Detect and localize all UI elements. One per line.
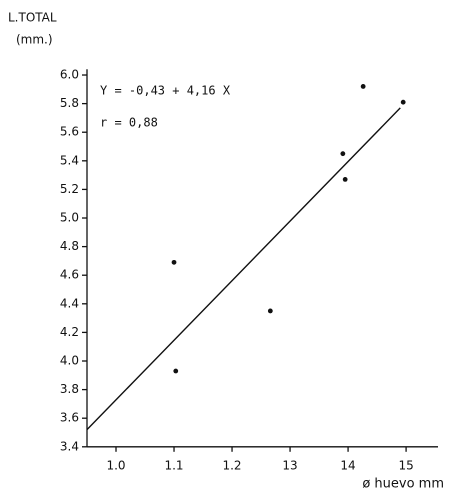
y-axis-label: L.TOTAL: [8, 11, 57, 25]
y-tick-label: 5.8: [60, 96, 79, 110]
y-tick-label: 3.6: [60, 411, 79, 425]
equation: Y = -0,43 + 4,16 X: [100, 84, 231, 98]
x-tick-label: 1.2: [222, 458, 241, 472]
regression-line: [86, 107, 401, 431]
y-tick-label: 4.2: [60, 325, 79, 339]
y-tick-label: 5.0: [60, 211, 79, 225]
y-tick-label: 4.8: [60, 239, 79, 253]
y-tick-label: 3.4: [60, 439, 79, 453]
x-tick-label: 1.0: [106, 458, 125, 472]
y-tick-label: 5.4: [60, 153, 79, 167]
correlation: r = 0,88: [100, 116, 158, 130]
data-point: [342, 177, 348, 182]
data-point: [173, 368, 179, 374]
data-point: [171, 259, 177, 265]
y-tick-label: 3.8: [60, 382, 79, 396]
y-axis-label: (mm.): [16, 33, 53, 47]
x-tick-label: 15: [398, 458, 413, 472]
data-point: [267, 308, 273, 314]
y-tick-label: 5.6: [60, 125, 79, 139]
data-point: [400, 99, 406, 105]
y-tick-label: 4.6: [60, 268, 79, 282]
x-axis-label: ø huevo mm: [362, 477, 444, 492]
x-tick-label: 13: [282, 458, 297, 472]
y-tick-label: 4.0: [60, 354, 79, 368]
data-point: [360, 84, 366, 89]
data-point: [340, 151, 346, 157]
x-tick-label: 14: [340, 458, 355, 472]
y-tick-label: 4.4: [60, 296, 79, 310]
y-tick-label: 5.2: [60, 182, 79, 196]
x-tick-label: 1.1: [164, 458, 183, 472]
y-tick-label: 6.0: [60, 68, 79, 82]
